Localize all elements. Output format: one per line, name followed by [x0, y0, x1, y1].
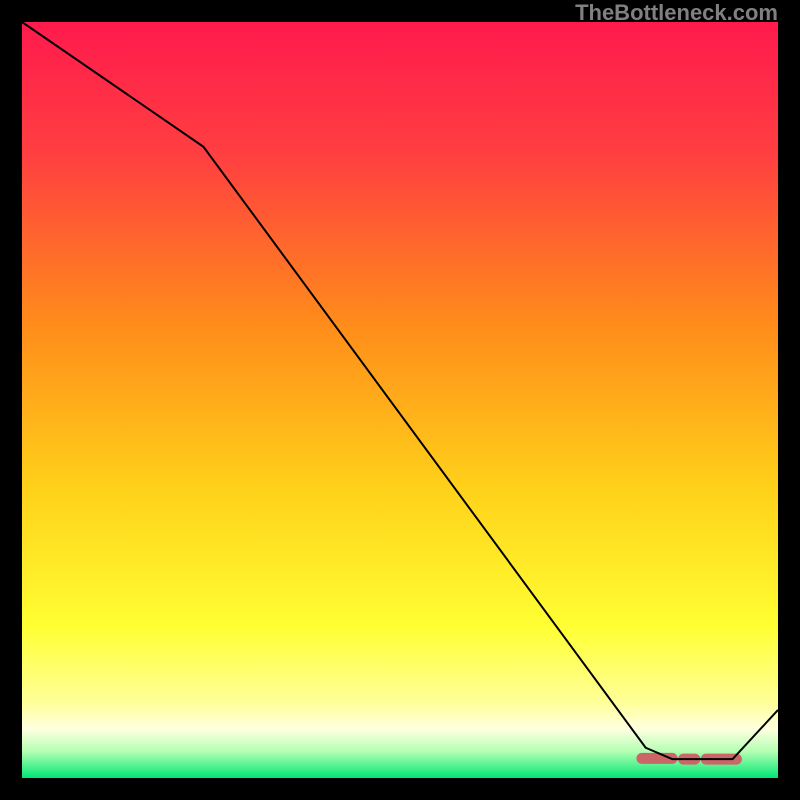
plot-background: [22, 22, 778, 778]
chart-container: TheBottleneck.com: [0, 0, 800, 800]
chart-svg: [0, 0, 800, 800]
watermark-text: TheBottleneck.com: [575, 0, 778, 26]
